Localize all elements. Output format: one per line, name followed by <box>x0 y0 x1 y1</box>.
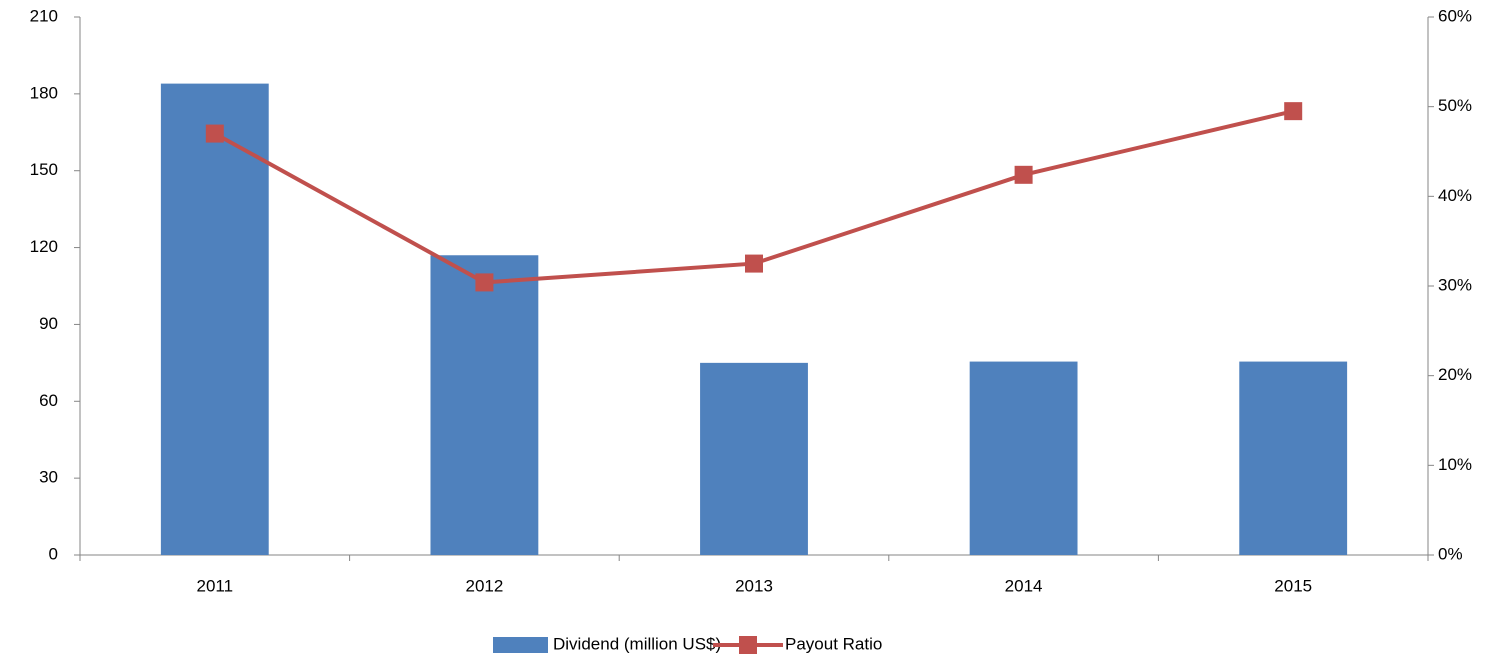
line-marker <box>1014 165 1033 184</box>
y2-tick-label: 10% <box>1438 455 1472 474</box>
x-tick-label: 2012 <box>465 576 503 595</box>
y-tick-label: 0 <box>49 544 58 563</box>
bar <box>969 361 1078 555</box>
y2-tick-label: 40% <box>1438 186 1472 205</box>
y-tick-label: 210 <box>30 6 58 25</box>
y-tick-label: 90 <box>39 314 58 333</box>
legend-swatch <box>493 637 548 653</box>
y-tick-label: 150 <box>30 160 58 179</box>
y-tick-label: 120 <box>30 237 58 256</box>
line-marker <box>745 254 763 273</box>
bar <box>1239 361 1348 555</box>
y-tick-label: 30 <box>39 468 58 487</box>
y2-tick-label: 20% <box>1438 365 1472 384</box>
x-tick-label: 2013 <box>735 576 773 595</box>
line-marker <box>1284 102 1303 121</box>
legend-swatch-marker <box>739 636 757 654</box>
y2-tick-label: 30% <box>1438 275 1472 294</box>
y2-tick-label: 60% <box>1438 6 1472 25</box>
bar <box>700 362 808 555</box>
y-tick-label: 60 <box>39 391 58 410</box>
legend-label: Dividend (million US$) <box>553 634 721 653</box>
line-marker <box>205 124 224 143</box>
bar <box>430 255 539 555</box>
x-tick-label: 2014 <box>1005 576 1043 595</box>
y-tick-label: 180 <box>30 83 58 102</box>
x-tick-label: 2011 <box>197 576 234 595</box>
y2-tick-label: 0% <box>1438 544 1463 563</box>
y2-tick-label: 50% <box>1438 96 1472 115</box>
legend-label: Payout Ratio <box>785 634 882 653</box>
x-tick-label: 2015 <box>1274 576 1312 595</box>
bar <box>160 83 269 555</box>
line-marker <box>475 273 494 292</box>
